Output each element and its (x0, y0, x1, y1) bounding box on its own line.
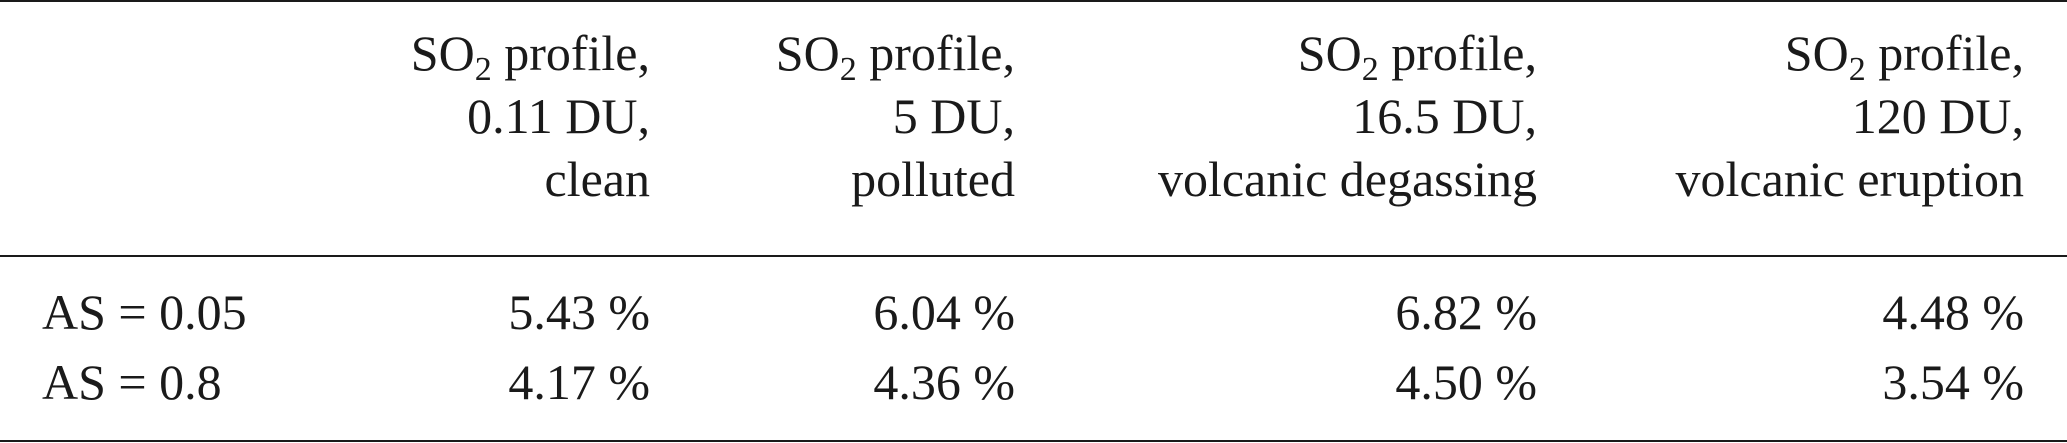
column-header-subscript: 2 (839, 51, 857, 88)
column-header-title: SO2 profile, (775, 22, 1015, 88)
table-header-rule (0, 255, 2067, 257)
column-header-title: SO2 profile, (1676, 22, 2024, 88)
column-header-amount: 0.11 DU, (467, 88, 650, 144)
column-header-clean: SO2 profile, 0.11 DU, clean (411, 22, 650, 211)
column-header-volcanic-degassing: SO2 profile, 16.5 DU, volcanic degassing (1158, 22, 1537, 211)
column-header-subscript: 2 (474, 51, 492, 88)
column-header-species: SO (775, 25, 840, 81)
column-header-scenario: volcanic degassing (1157, 151, 1537, 207)
column-header-volcanic-eruption: SO2 profile, 120 DU, volcanic eruption (1676, 22, 2025, 211)
table-top-rule (0, 0, 2067, 2)
table-cell: 4.50 % (1395, 354, 1537, 410)
column-header-polluted: SO2 profile, 5 DU, polluted (776, 22, 1015, 211)
column-header-subscript: 2 (1361, 51, 1379, 88)
column-header-suffix: profile, (856, 25, 1015, 81)
row-label: AS = 0.05 (42, 284, 247, 340)
column-header-suffix: profile, (1378, 25, 1537, 81)
column-header-suffix: profile, (491, 25, 650, 81)
column-header-amount: 120 DU, (1851, 88, 2024, 144)
column-header-amount: 16.5 DU, (1352, 88, 1537, 144)
table-cell: 4.48 % (1882, 284, 2024, 340)
table-bottom-rule (0, 440, 2067, 442)
table-cell: 5.43 % (508, 284, 650, 340)
table-cell: 3.54 % (1882, 354, 2024, 410)
column-header-amount: 5 DU, (892, 88, 1015, 144)
column-header-species: SO (410, 25, 475, 81)
table-cell: 6.82 % (1395, 284, 1537, 340)
table-cell: 4.17 % (508, 354, 650, 410)
column-header-subscript: 2 (1848, 51, 1866, 88)
column-header-title: SO2 profile, (1158, 22, 1537, 88)
column-header-species: SO (1784, 25, 1849, 81)
table-cell: 4.36 % (873, 354, 1015, 410)
table-cell: 6.04 % (873, 284, 1015, 340)
column-header-species: SO (1297, 25, 1362, 81)
column-header-suffix: profile, (1865, 25, 2024, 81)
column-header-title: SO2 profile, (410, 22, 650, 88)
column-header-scenario: clean (544, 151, 650, 207)
column-header-scenario: volcanic eruption (1675, 151, 2025, 207)
column-header-scenario: polluted (851, 151, 1015, 207)
row-label: AS = 0.8 (42, 354, 222, 410)
